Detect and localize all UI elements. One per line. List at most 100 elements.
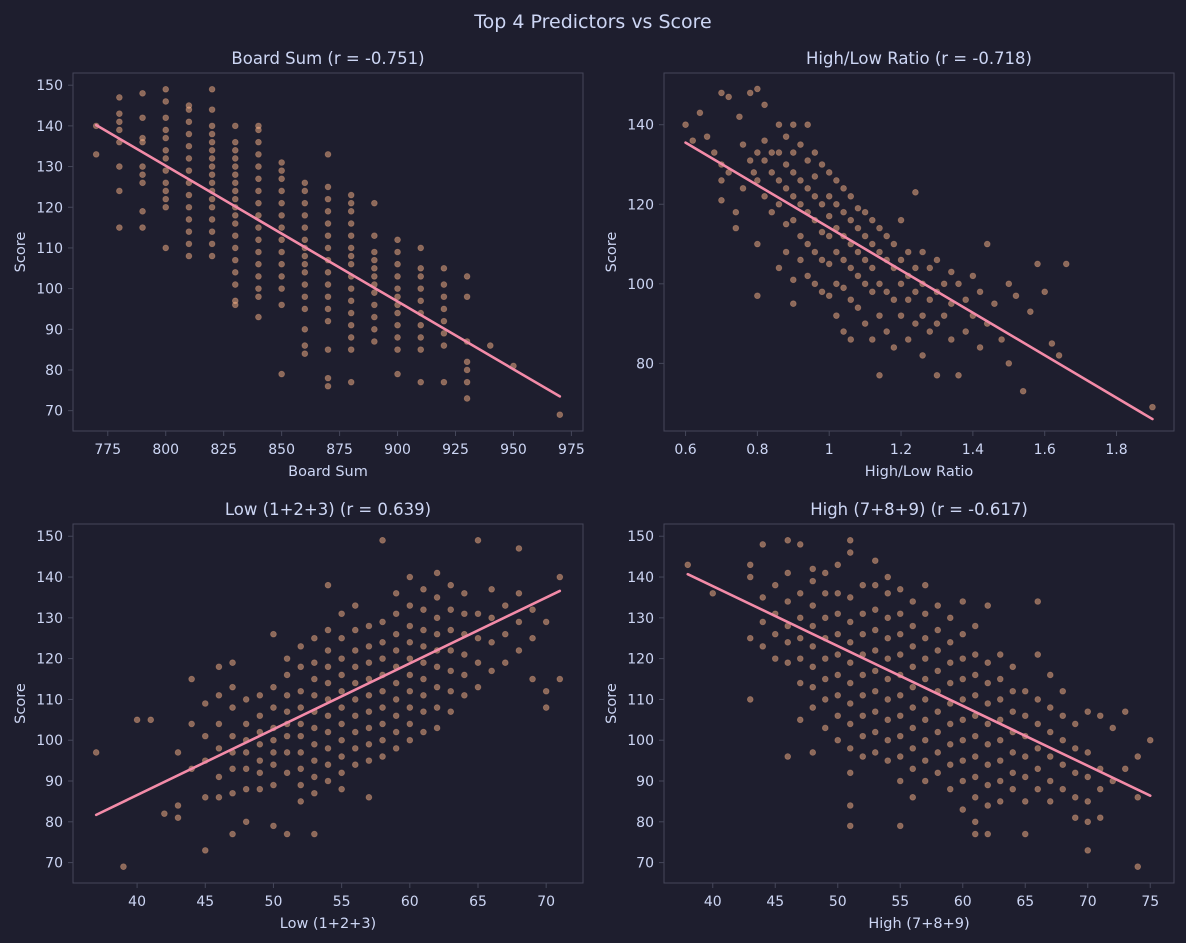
x-tick-label: 825 — [210, 442, 237, 458]
data-point — [324, 374, 332, 382]
data-point — [759, 541, 767, 548]
data-point — [301, 350, 309, 358]
y-tick-label: 130 — [36, 611, 63, 627]
data-point — [761, 101, 768, 109]
data-point — [394, 260, 401, 268]
x-tick-label: 50 — [265, 894, 283, 910]
data-point — [324, 346, 332, 353]
data-point — [371, 199, 378, 207]
data-point — [1071, 769, 1079, 777]
data-point — [394, 334, 401, 341]
data-point — [959, 598, 967, 605]
data-point — [433, 724, 441, 732]
data-point — [324, 581, 332, 589]
data-point — [147, 716, 155, 724]
data-point — [270, 630, 277, 638]
data-point — [351, 745, 359, 752]
data-point — [351, 647, 359, 654]
data-point — [821, 614, 829, 622]
data-point — [116, 118, 123, 126]
data-point — [840, 284, 847, 292]
data-point — [278, 167, 285, 174]
data-point — [833, 200, 840, 208]
plot-area — [663, 523, 1175, 884]
data-point — [804, 157, 811, 164]
y-tick-label: 130 — [627, 611, 654, 627]
data-point — [904, 336, 912, 343]
data-point — [921, 581, 929, 589]
data-point — [1134, 794, 1142, 801]
data-point — [311, 740, 318, 748]
trend-line — [684, 141, 1154, 421]
data-point — [896, 610, 904, 618]
data-point — [1134, 863, 1142, 870]
data-point — [946, 740, 954, 748]
y-tick-label: 80 — [45, 815, 63, 831]
data-point — [162, 203, 170, 211]
data-point — [871, 557, 879, 565]
data-point — [934, 602, 942, 609]
data-point — [406, 671, 414, 679]
data-point — [278, 248, 285, 256]
data-point — [297, 798, 305, 805]
x-tick-label: 875 — [326, 442, 353, 458]
data-point — [789, 300, 797, 308]
data-point — [392, 745, 400, 752]
data-point — [840, 208, 847, 216]
data-point — [933, 320, 941, 327]
data-point — [365, 724, 373, 732]
data-point — [789, 169, 797, 176]
data-point — [301, 260, 309, 268]
data-point — [809, 602, 817, 609]
data-point — [821, 590, 829, 597]
data-point — [1034, 765, 1042, 773]
data-point — [208, 155, 216, 162]
data-point — [775, 200, 783, 208]
data-point — [797, 256, 804, 264]
data-point — [270, 822, 277, 830]
data-point — [270, 683, 277, 691]
data-point — [846, 700, 854, 707]
y-tick-label: 90 — [45, 774, 63, 790]
data-point — [909, 598, 917, 605]
data-point — [324, 305, 332, 313]
data-point — [488, 614, 495, 622]
data-point — [256, 692, 264, 699]
data-point — [529, 606, 536, 613]
data-point — [278, 236, 285, 244]
data-point — [324, 208, 332, 215]
data-point — [208, 228, 216, 235]
data-point — [1059, 736, 1067, 744]
data-point — [311, 675, 318, 683]
data-point — [771, 655, 779, 662]
data-point — [996, 736, 1004, 744]
data-point — [371, 325, 378, 333]
data-point — [347, 208, 355, 215]
data-point — [231, 195, 239, 203]
data-point — [725, 93, 732, 101]
data-point — [392, 728, 400, 736]
data-point — [420, 692, 427, 699]
data-point — [696, 109, 704, 117]
data-point — [255, 163, 262, 170]
data-point — [433, 594, 441, 601]
data-point — [797, 177, 804, 184]
data-point — [861, 280, 869, 288]
data-point — [394, 309, 401, 317]
data-point — [897, 312, 905, 319]
data-point — [433, 630, 441, 638]
data-point — [379, 720, 386, 728]
data-point — [996, 798, 1004, 805]
data-point — [984, 802, 992, 809]
data-point — [347, 334, 355, 341]
data-point — [846, 549, 854, 556]
data-point — [1009, 687, 1017, 695]
data-point — [162, 187, 170, 195]
data-point — [201, 732, 209, 740]
data-point — [283, 671, 291, 679]
data-point — [946, 679, 954, 687]
data-point — [736, 113, 743, 121]
y-tick-label: 140 — [627, 118, 654, 134]
data-point — [996, 675, 1004, 683]
